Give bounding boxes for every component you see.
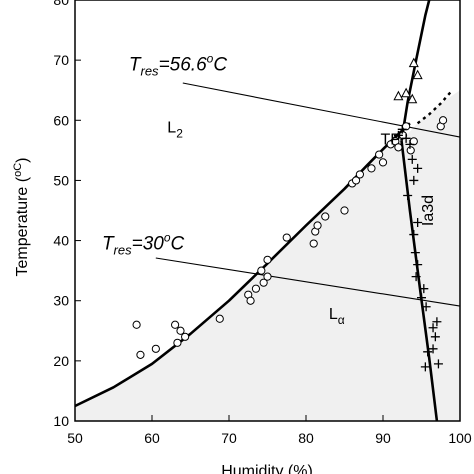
y-tick-label: 50 <box>53 172 69 188</box>
region-label: L2 <box>167 119 183 140</box>
region-label: TP <box>380 131 400 148</box>
region-label: Ia3d <box>420 195 437 226</box>
plus-data-point <box>409 230 419 240</box>
y-axis-title-close: ) <box>14 158 31 163</box>
y-axis-title-main: Temperature ( <box>14 176 31 276</box>
circle-data-point <box>367 164 376 173</box>
plus-data-point <box>403 190 413 200</box>
plus-data-point <box>413 260 423 270</box>
l2-right-boundary-line <box>400 0 431 141</box>
region-label: Lα <box>329 306 345 327</box>
plus-data-point <box>413 218 423 228</box>
circle-data-point <box>173 338 182 347</box>
y-axis-title-unit-sup: oC <box>12 163 24 177</box>
y-tick-label: 20 <box>53 353 69 369</box>
circle-data-point <box>151 344 160 353</box>
circle-data-point <box>394 143 403 152</box>
plus-data-point <box>413 163 423 173</box>
x-tick-label: 90 <box>375 430 391 446</box>
triangle-data-point <box>401 87 412 98</box>
plus-data-point <box>421 302 431 312</box>
plus-data-point <box>430 332 440 342</box>
circle-data-point <box>313 221 322 230</box>
circle-data-point <box>378 158 388 167</box>
circle-data-point <box>263 255 272 264</box>
plus-data-point <box>397 124 407 134</box>
circle-data-point <box>136 350 145 359</box>
y-tick-label: 80 <box>53 0 69 8</box>
tres-annotation: Tres=30oC <box>102 231 185 258</box>
y-tick-label: 30 <box>53 293 69 309</box>
circle-data-point <box>257 266 266 275</box>
circle-data-point <box>215 314 224 323</box>
plus-data-point <box>420 362 430 372</box>
plot-frame <box>74 0 461 422</box>
plus-data-point <box>423 347 433 357</box>
circle-data-point <box>132 320 141 329</box>
y-tick-label: 60 <box>53 112 69 128</box>
y-tick-label: 40 <box>53 233 69 249</box>
x-tick-label: 60 <box>144 430 160 446</box>
plus-data-point <box>401 133 411 143</box>
triangle-data-point <box>407 93 418 104</box>
x-tick-label: 100 <box>448 430 472 446</box>
y-axis-title: Temperature (oC) <box>12 158 31 277</box>
plus-data-point <box>428 323 438 333</box>
tick-layer: 50 60 70 80 90 100 10 20 30 40 50 60 70 80 <box>53 0 472 446</box>
y-tick-label: 10 <box>53 413 69 429</box>
triangle-data-point <box>393 90 404 101</box>
triangle-data-point <box>408 57 419 68</box>
circle-data-point <box>246 296 255 305</box>
circle-data-point <box>171 320 180 329</box>
data-marker-layer <box>132 57 448 372</box>
circle-data-point <box>355 170 364 179</box>
circle-data-point <box>438 116 448 125</box>
circle-data-point <box>375 150 384 159</box>
x-tick-label: 50 <box>67 430 83 446</box>
circle-data-point <box>251 284 261 293</box>
l-alpha-region-fill <box>75 134 437 421</box>
circle-data-point <box>406 146 415 155</box>
plus-data-point <box>410 248 420 258</box>
plus-data-point <box>433 359 443 369</box>
circle-data-point <box>263 272 272 281</box>
plus-data-point <box>409 175 419 185</box>
plus-data-point <box>428 344 438 354</box>
label-layer: L2 Lα TP Ia3d Tres=56.6oC Tres=30oC <box>102 51 437 326</box>
l2-lalpha-boundary-line <box>74 122 411 408</box>
x-axis-title: Humidity (%) <box>221 463 313 474</box>
x-tick-label: 80 <box>298 430 314 446</box>
plus-data-point <box>417 293 426 303</box>
dashed-boundary-line <box>416 89 454 125</box>
triangle-data-point <box>412 69 423 80</box>
circle-data-point <box>321 212 330 221</box>
plus-data-point <box>419 284 429 294</box>
circle-data-point <box>282 233 291 242</box>
tie-line-1 <box>182 82 461 138</box>
plus-data-point <box>405 139 415 149</box>
circle-data-point <box>340 206 349 215</box>
plus-data-point <box>411 272 421 282</box>
phase-fill-layer <box>75 90 460 421</box>
x-tick-label: 70 <box>221 430 237 446</box>
plus-data-point <box>393 130 403 140</box>
tie-line-2 <box>155 257 461 307</box>
circle-data-point <box>351 176 361 185</box>
circle-data-point <box>181 332 190 341</box>
circle-data-point <box>259 278 268 287</box>
ia3d-region-fill <box>401 90 460 421</box>
plus-data-point <box>407 154 417 164</box>
tres-annotation: Tres=56.6oC <box>129 51 227 78</box>
circle-data-point <box>176 326 185 335</box>
y-tick-label: 70 <box>53 52 69 68</box>
plus-data-point <box>432 317 442 327</box>
circle-data-point <box>309 239 318 248</box>
